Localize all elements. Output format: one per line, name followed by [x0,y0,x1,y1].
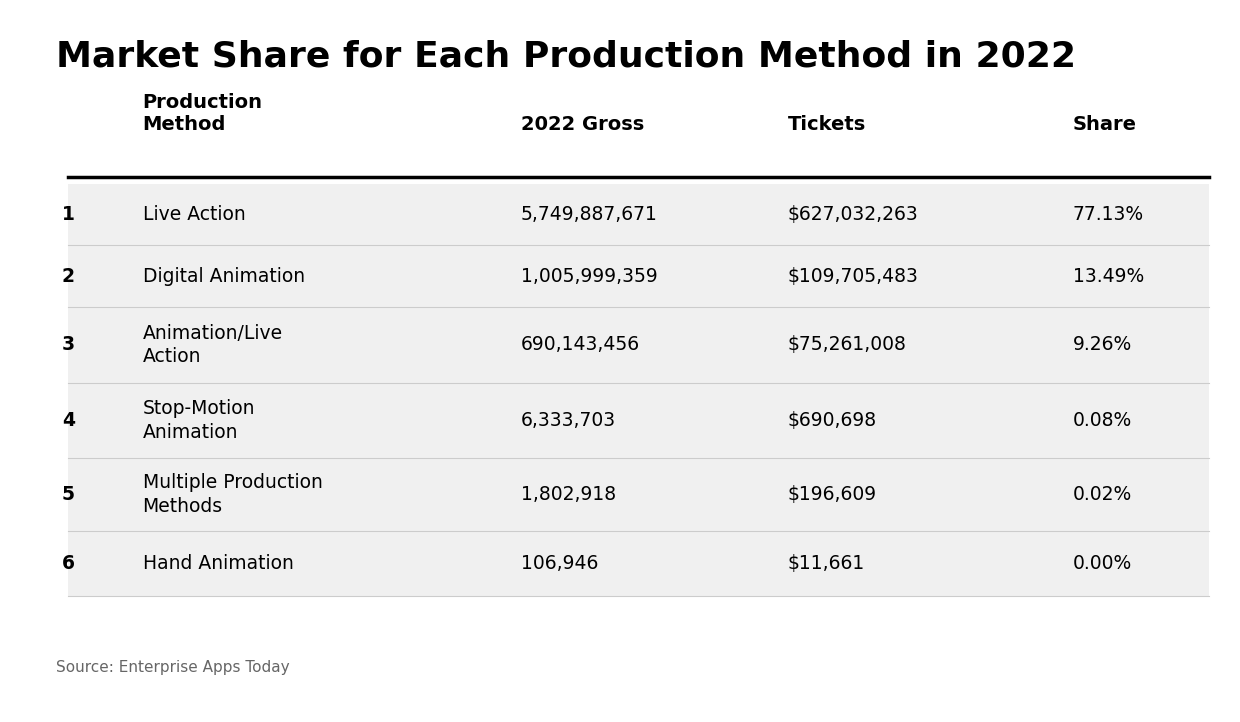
Text: 1,005,999,359: 1,005,999,359 [521,266,657,286]
Text: 9.26%: 9.26% [1073,335,1132,355]
Text: 690,143,456: 690,143,456 [521,335,640,355]
Text: $109,705,483: $109,705,483 [787,266,919,286]
Text: $690,698: $690,698 [787,411,877,430]
Text: 5,749,887,671: 5,749,887,671 [521,205,657,225]
Text: $627,032,263: $627,032,263 [787,205,918,225]
Text: 106,946: 106,946 [521,554,598,573]
Text: 0.08%: 0.08% [1073,411,1132,430]
Text: 6: 6 [62,554,74,573]
Text: $196,609: $196,609 [787,485,877,504]
Text: Hand Animation: Hand Animation [143,554,294,573]
Text: 2022 Gross: 2022 Gross [521,115,644,134]
Text: Production
Method: Production Method [143,92,263,134]
Text: $11,661: $11,661 [787,554,864,573]
Text: Live Action: Live Action [143,205,246,225]
Text: 5: 5 [62,485,74,504]
Text: Share: Share [1073,115,1137,134]
Text: Stop-Motion
Animation: Stop-Motion Animation [143,399,255,442]
Text: Animation/Live
Action: Animation/Live Action [143,323,283,366]
Text: 4: 4 [62,411,74,430]
Text: 1: 1 [62,205,74,225]
Text: $75,261,008: $75,261,008 [787,335,906,355]
Text: 3: 3 [62,335,74,355]
Text: 0.00%: 0.00% [1073,554,1132,573]
Text: Tickets: Tickets [787,115,866,134]
Text: Source: Enterprise Apps Today: Source: Enterprise Apps Today [56,660,289,675]
Text: 0.02%: 0.02% [1073,485,1132,504]
Text: 77.13%: 77.13% [1073,205,1143,225]
Text: 1,802,918: 1,802,918 [521,485,616,504]
Text: Multiple Production
Methods: Multiple Production Methods [143,474,322,516]
Text: 2: 2 [62,266,74,286]
Text: 6,333,703: 6,333,703 [521,411,616,430]
Text: Market Share for Each Production Method in 2022: Market Share for Each Production Method … [56,40,1076,74]
Text: 13.49%: 13.49% [1073,266,1143,286]
Text: Digital Animation: Digital Animation [143,266,305,286]
